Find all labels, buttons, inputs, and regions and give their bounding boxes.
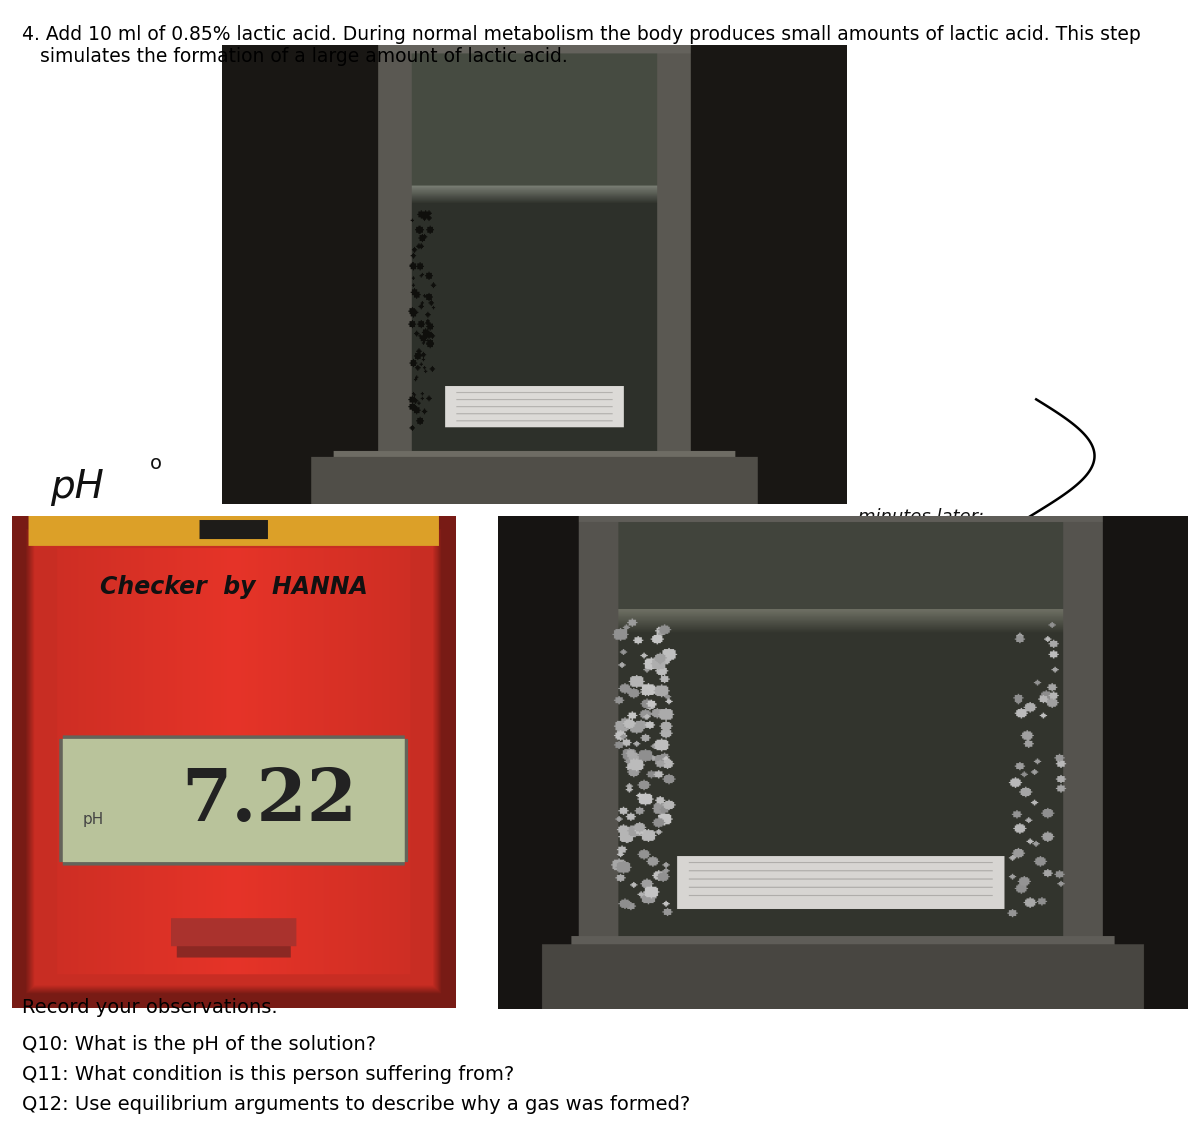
Text: pH: pH [83,812,104,826]
Text: Q10: What is the pH of the solution?: Q10: What is the pH of the solution? [22,1035,376,1054]
Text: 7.22: 7.22 [181,766,358,836]
Text: pH: pH [50,467,104,506]
Text: Q12: Use equilibrium arguments to describe why a gas was formed?: Q12: Use equilibrium arguments to descri… [22,1095,690,1114]
Text: Record your observations.: Record your observations. [22,998,277,1017]
Text: Checker  by  HANNA: Checker by HANNA [100,575,368,600]
Text: Q11: What condition is this person suffering from?: Q11: What condition is this person suffe… [22,1065,514,1084]
Text: 4. Add 10 ml of 0.85% lactic acid. During normal metabolism the body produces sm: 4. Add 10 ml of 0.85% lactic acid. Durin… [22,25,1140,44]
Text: simulates the formation of a large amount of lactic acid.: simulates the formation of a large amoun… [22,47,568,66]
Text: minutes later:: minutes later: [858,508,984,526]
Text: o: o [150,454,162,473]
